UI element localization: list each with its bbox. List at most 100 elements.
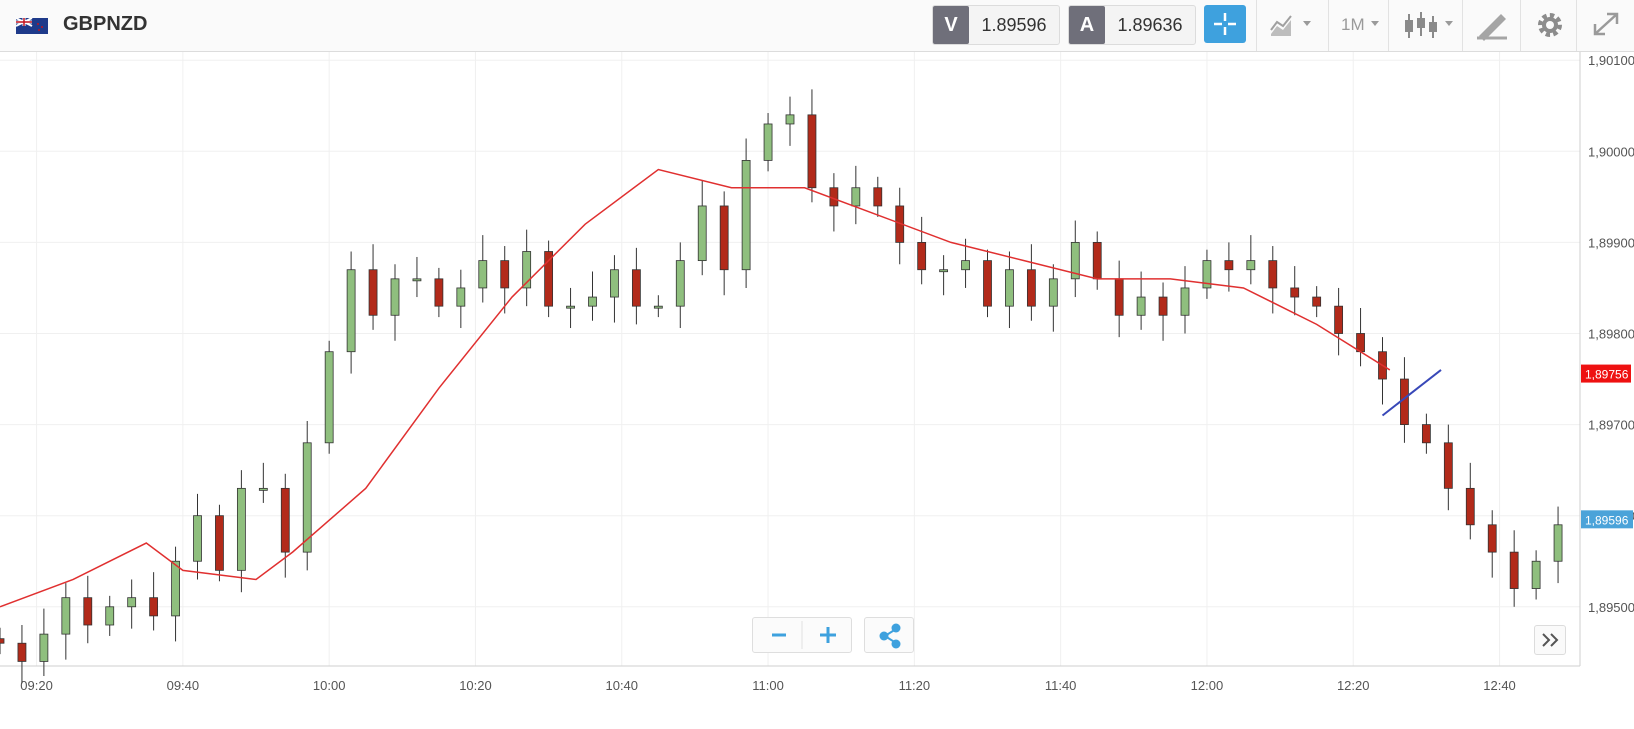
x-tick-label: 09:40 bbox=[167, 678, 200, 693]
x-tick-label: 11:00 bbox=[752, 678, 784, 693]
candle-down bbox=[631, 269, 641, 307]
x-tick-label: 10:20 bbox=[459, 678, 492, 693]
y-tick-label: 1,89500 bbox=[1588, 600, 1634, 615]
drawing-tools-button[interactable] bbox=[1462, 0, 1520, 51]
candle-up bbox=[127, 597, 137, 608]
candle-up bbox=[653, 305, 663, 309]
buy-label: A bbox=[1069, 6, 1105, 44]
timeframe-label: 1M bbox=[1341, 15, 1365, 34]
share-button[interactable] bbox=[864, 617, 914, 653]
candle-up bbox=[1246, 260, 1256, 271]
x-tick-label: 12:00 bbox=[1191, 678, 1224, 693]
expand-icon bbox=[1593, 12, 1619, 36]
ma-price-label: 1,89756 bbox=[1585, 368, 1629, 382]
fullscreen-button[interactable] bbox=[1576, 0, 1634, 51]
y-tick-label: 1,90100 bbox=[1588, 53, 1634, 68]
x-tick-label: 11:20 bbox=[899, 678, 931, 693]
candle-down bbox=[807, 114, 817, 189]
y-tick-label: 1,89800 bbox=[1588, 326, 1634, 341]
candle-down bbox=[1421, 424, 1431, 444]
candle-up bbox=[39, 633, 49, 662]
zoom-out-icon[interactable] bbox=[753, 618, 802, 652]
x-tick-label: 11:40 bbox=[1045, 678, 1077, 693]
buy-price: 1.89636 bbox=[1117, 15, 1183, 35]
candle-up bbox=[939, 269, 949, 273]
candle-down bbox=[215, 515, 224, 571]
candle-down bbox=[1509, 551, 1519, 589]
candle-down bbox=[1158, 296, 1168, 316]
candle-up bbox=[478, 260, 488, 289]
crosshair-button[interactable] bbox=[1204, 5, 1246, 43]
candle-down bbox=[434, 278, 444, 307]
candle-down bbox=[17, 642, 27, 662]
candle-down bbox=[917, 241, 927, 271]
x-tick-label: 10:40 bbox=[605, 678, 638, 693]
zoom-in-icon[interactable] bbox=[803, 618, 853, 652]
timeframe-dropdown[interactable]: 1M bbox=[1328, 0, 1388, 51]
candle-up bbox=[741, 160, 751, 271]
candle-down bbox=[1268, 260, 1278, 289]
candle-down bbox=[1443, 442, 1453, 489]
pencil-ruler-icon bbox=[1477, 14, 1507, 41]
zoom-controls bbox=[752, 617, 852, 653]
candle-style-dropdown[interactable] bbox=[1388, 0, 1462, 51]
settings-button[interactable] bbox=[1520, 0, 1576, 51]
candle-up bbox=[566, 305, 575, 309]
chart-type-dropdown[interactable] bbox=[1256, 0, 1328, 51]
candle-down bbox=[368, 269, 378, 316]
candle-up bbox=[61, 597, 71, 635]
candle-up bbox=[324, 351, 334, 444]
candle-down bbox=[1092, 241, 1102, 280]
candle-down bbox=[1290, 287, 1300, 298]
candle-down bbox=[544, 251, 554, 307]
candle-up bbox=[522, 251, 532, 289]
trend-line-drawing[interactable] bbox=[1381, 369, 1442, 417]
candle-up bbox=[785, 114, 795, 125]
price-chart[interactable]: 09:20 09:40 10:00 10:20 10:40 11:00 11:20 11:40… bbox=[0, 52, 1634, 729]
candle-up bbox=[105, 606, 115, 626]
candle-up bbox=[1048, 278, 1058, 307]
candle-down bbox=[1114, 278, 1124, 316]
candle-down bbox=[500, 260, 510, 289]
candle-down bbox=[1487, 524, 1497, 553]
candle-down bbox=[1224, 260, 1234, 271]
candle-up bbox=[1531, 560, 1541, 589]
candle-up bbox=[763, 123, 773, 161]
candle-down bbox=[280, 487, 290, 553]
candle-down bbox=[1312, 296, 1322, 307]
current-price-label: 1,89596 bbox=[1585, 513, 1629, 527]
x-tick-label: 12:20 bbox=[1337, 678, 1370, 693]
sell-label: V bbox=[933, 6, 969, 44]
candle-up bbox=[1005, 269, 1014, 307]
candle-up bbox=[961, 260, 970, 271]
gear-icon bbox=[1538, 13, 1562, 37]
candle-down bbox=[719, 205, 729, 271]
x-tick-label: 10:00 bbox=[313, 678, 346, 693]
candle-up bbox=[1553, 524, 1563, 562]
x-tick-label: 12:40 bbox=[1483, 678, 1516, 693]
candle-up bbox=[456, 287, 466, 307]
candle-up bbox=[412, 278, 422, 282]
x-tick-label: 09:20 bbox=[20, 678, 53, 693]
candle-up bbox=[258, 487, 268, 491]
candle-down bbox=[1356, 333, 1365, 353]
share-icon bbox=[879, 623, 901, 649]
candlestick-icon bbox=[1405, 12, 1453, 38]
moving-average-line bbox=[0, 168, 1391, 608]
candle-up bbox=[171, 560, 180, 617]
buy-price-button[interactable]: A 1.89636 bbox=[1068, 5, 1196, 45]
scroll-to-latest-button[interactable] bbox=[1534, 625, 1566, 655]
candle-down bbox=[983, 260, 992, 307]
candle-down bbox=[149, 597, 159, 617]
candle-up bbox=[193, 515, 202, 562]
candle-up bbox=[236, 487, 246, 571]
chevron-down-icon bbox=[1371, 21, 1379, 26]
candle-up bbox=[610, 269, 619, 298]
symbol-title: GBPNZD bbox=[63, 13, 148, 35]
candle-up bbox=[1070, 241, 1080, 280]
sell-price-button[interactable]: V 1.89596 bbox=[932, 5, 1060, 45]
candle-down bbox=[83, 597, 93, 626]
uk-nz-flag-icon bbox=[16, 18, 48, 34]
y-tick-label: 1,90000 bbox=[1588, 144, 1634, 159]
candle-up bbox=[1202, 260, 1212, 289]
